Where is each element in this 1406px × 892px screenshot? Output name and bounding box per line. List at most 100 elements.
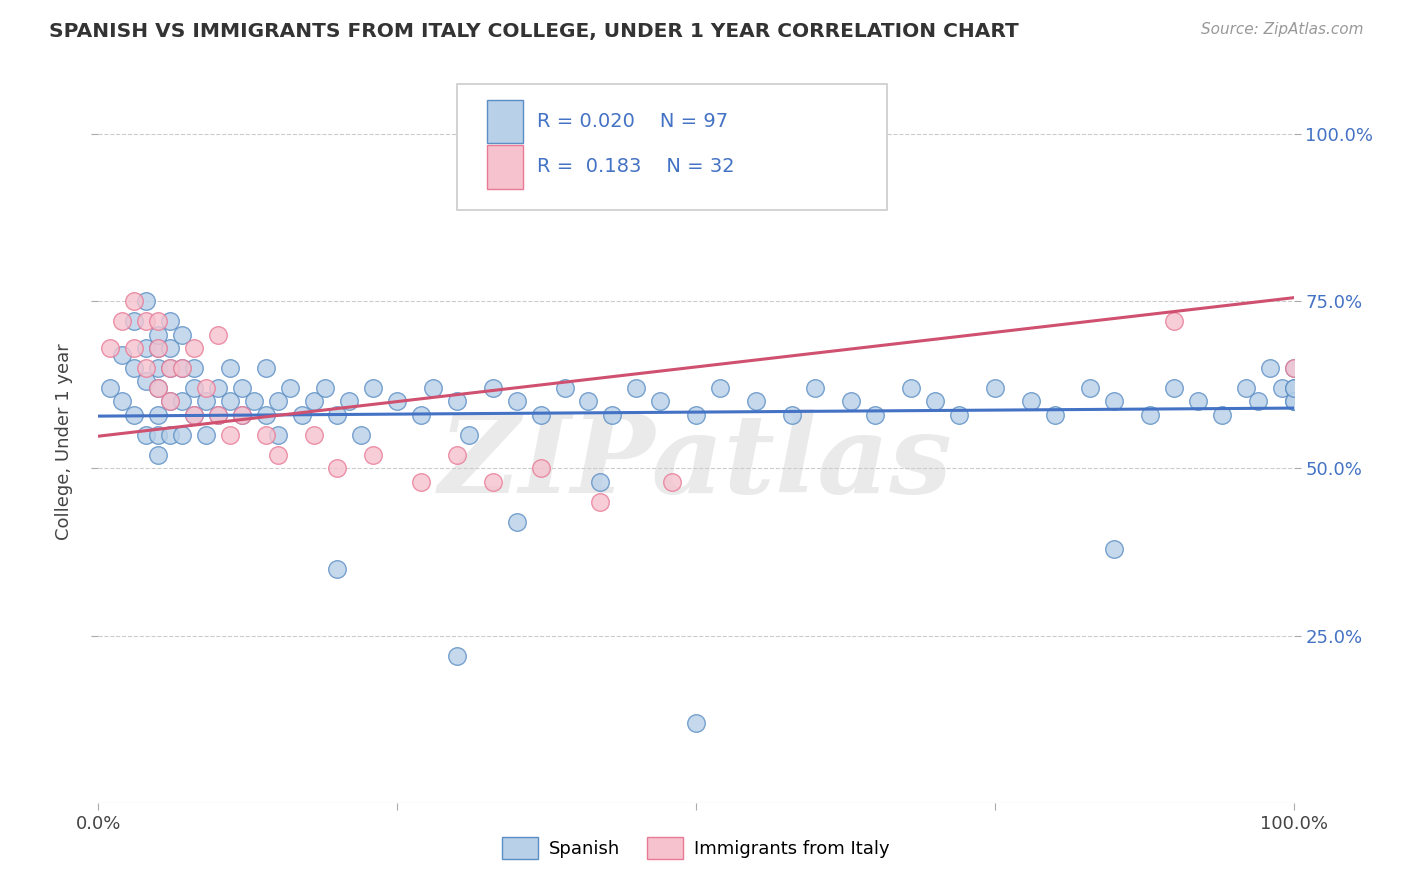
- Point: [135, 294, 157, 309]
- Point: [183, 381, 205, 395]
- Point: [195, 381, 218, 395]
- Point: [589, 475, 612, 489]
- Point: [530, 408, 553, 422]
- Point: [159, 394, 181, 409]
- Point: [685, 408, 707, 422]
- Point: [195, 394, 218, 409]
- Point: [422, 381, 444, 395]
- Point: [326, 408, 349, 422]
- Point: [219, 361, 242, 376]
- Point: [1104, 541, 1126, 556]
- Point: [124, 408, 146, 422]
- Point: [219, 427, 242, 442]
- Point: [648, 394, 672, 409]
- Point: [207, 408, 229, 422]
- Point: [148, 341, 170, 355]
- Point: [1282, 361, 1305, 376]
- Text: SPANISH VS IMMIGRANTS FROM ITALY COLLEGE, UNDER 1 YEAR CORRELATION CHART: SPANISH VS IMMIGRANTS FROM ITALY COLLEGE…: [49, 22, 1019, 41]
- Point: [195, 427, 218, 442]
- Point: [1163, 314, 1185, 328]
- Point: [326, 562, 349, 576]
- Point: [148, 361, 170, 376]
- Point: [589, 494, 612, 508]
- Text: R = 0.020    N = 97: R = 0.020 N = 97: [537, 112, 728, 131]
- Point: [159, 394, 181, 409]
- Point: [291, 408, 314, 422]
- Point: [506, 394, 529, 409]
- Point: [172, 394, 194, 409]
- Point: [159, 361, 181, 376]
- Point: [530, 461, 553, 475]
- FancyBboxPatch shape: [486, 100, 523, 143]
- Point: [1282, 381, 1305, 395]
- Point: [1282, 361, 1305, 376]
- Point: [148, 381, 170, 395]
- Point: [98, 341, 122, 355]
- FancyBboxPatch shape: [457, 84, 887, 211]
- Point: [554, 381, 576, 395]
- Point: [254, 427, 277, 442]
- Point: [1271, 381, 1294, 395]
- Point: [1282, 394, 1305, 409]
- Point: [111, 314, 134, 328]
- Point: [1282, 394, 1305, 409]
- Point: [207, 381, 229, 395]
- Point: [302, 394, 325, 409]
- Point: [148, 427, 170, 442]
- Point: [804, 381, 827, 395]
- Point: [363, 448, 385, 462]
- Point: [124, 361, 146, 376]
- Point: [1234, 381, 1257, 395]
- Legend: Spanish, Immigrants from Italy: Spanish, Immigrants from Italy: [495, 830, 897, 866]
- Point: [148, 381, 170, 395]
- Point: [135, 427, 157, 442]
- Point: [1080, 381, 1102, 395]
- Point: [124, 314, 146, 328]
- Point: [267, 394, 290, 409]
- Point: [411, 408, 433, 422]
- Point: [385, 394, 409, 409]
- Point: [183, 408, 205, 422]
- Point: [254, 361, 277, 376]
- Point: [865, 408, 887, 422]
- Point: [411, 475, 433, 489]
- Point: [1163, 381, 1185, 395]
- Point: [841, 394, 863, 409]
- Point: [984, 381, 1007, 395]
- Point: [924, 394, 946, 409]
- Point: [900, 381, 922, 395]
- Point: [219, 394, 242, 409]
- Point: [315, 381, 337, 395]
- Point: [350, 427, 373, 442]
- Point: [481, 475, 505, 489]
- Point: [135, 314, 157, 328]
- Point: [685, 715, 707, 730]
- Point: [135, 375, 157, 389]
- Point: [1187, 394, 1209, 409]
- Point: [124, 341, 146, 355]
- Point: [1139, 408, 1161, 422]
- Point: [148, 327, 170, 342]
- Point: [135, 341, 157, 355]
- Point: [124, 294, 146, 309]
- Point: [135, 361, 157, 376]
- Point: [948, 408, 970, 422]
- Point: [1211, 408, 1233, 422]
- Point: [159, 314, 181, 328]
- Point: [745, 394, 768, 409]
- Point: [183, 341, 205, 355]
- Point: [506, 515, 529, 529]
- Point: [481, 381, 505, 395]
- Point: [159, 341, 181, 355]
- Point: [183, 408, 205, 422]
- Point: [159, 361, 181, 376]
- Point: [1282, 381, 1305, 395]
- Point: [1104, 394, 1126, 409]
- Point: [267, 427, 290, 442]
- Point: [626, 381, 648, 395]
- FancyBboxPatch shape: [486, 145, 523, 189]
- Point: [326, 461, 349, 475]
- Point: [1247, 394, 1270, 409]
- Point: [278, 381, 301, 395]
- Point: [339, 394, 361, 409]
